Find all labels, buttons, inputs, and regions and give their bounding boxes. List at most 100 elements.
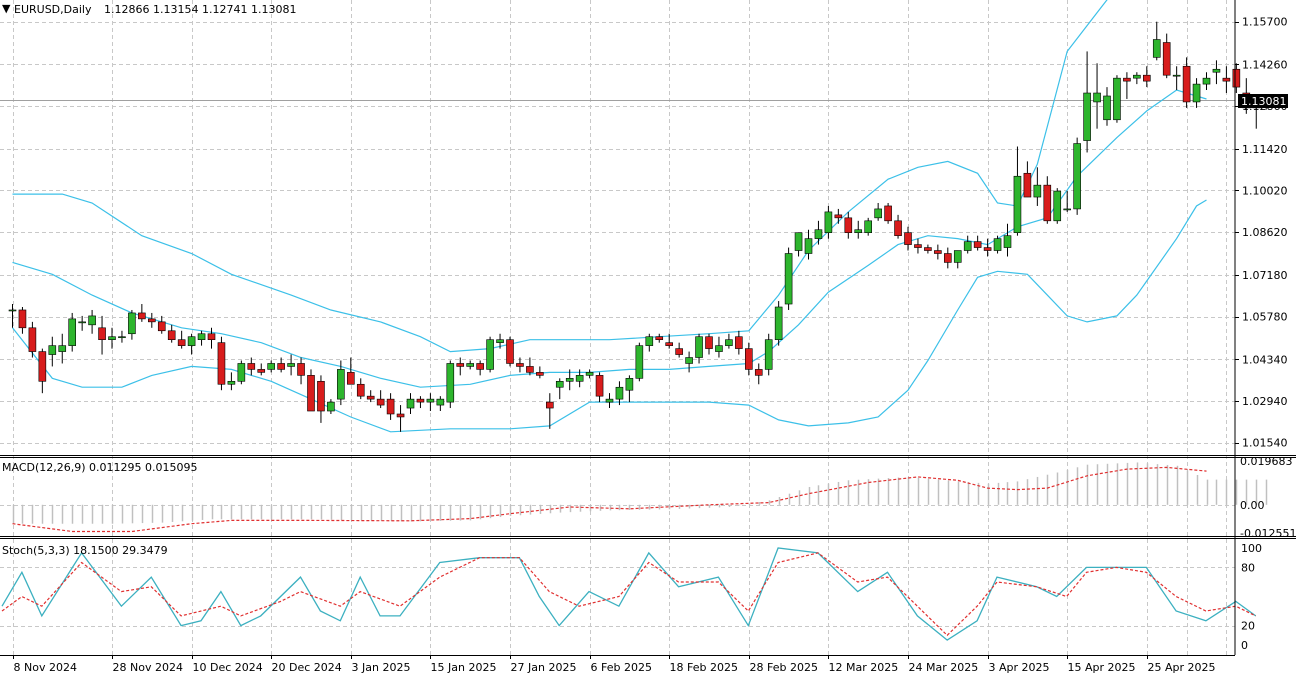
candle-bull — [605, 398, 614, 403]
candle-bull — [1133, 74, 1141, 79]
current-price-tag-text: 1.13081 — [1241, 95, 1287, 108]
candle-bull — [1172, 74, 1181, 77]
header-arrow[interactable]: ▼ — [2, 2, 11, 15]
candle-bear — [207, 333, 216, 340]
price-label: 1.05780 — [1242, 311, 1288, 324]
candle-bear — [1023, 172, 1032, 198]
candle-bull — [337, 369, 345, 400]
candle-bull — [267, 363, 276, 370]
candle-bear — [655, 336, 664, 340]
candle-bear — [754, 369, 763, 376]
date-label: 10 Dec 2024 — [193, 661, 263, 674]
date-label: 12 Mar 2025 — [829, 661, 899, 674]
candle-bear — [914, 244, 922, 248]
date-label: 27 Jan 2025 — [511, 661, 577, 674]
bollinger-upper-line — [12, 0, 1108, 353]
candle-bear — [844, 217, 853, 234]
candle-bull — [585, 372, 594, 376]
candle-bear — [516, 363, 524, 367]
candle-bear — [1143, 74, 1151, 82]
candle-bull — [715, 345, 723, 352]
date-label: 28 Feb 2025 — [750, 661, 818, 674]
candle-bull — [814, 229, 823, 239]
ohlc-values: 1.12866 1.13154 1.12741 1.13081 — [104, 3, 296, 16]
candle-bull — [1212, 68, 1221, 73]
candle-bear — [735, 336, 743, 349]
candle-bear — [376, 398, 385, 406]
candle-bear — [456, 363, 465, 367]
candle-bear — [526, 366, 534, 373]
price-label: 1.02940 — [1242, 395, 1288, 408]
macd-signal-line — [12, 466, 1207, 533]
macd-label: -0.012551 — [1240, 527, 1296, 540]
candle-bear — [138, 312, 146, 320]
candle-bull — [287, 363, 295, 367]
candle-bear — [148, 318, 156, 323]
candle-bull — [555, 380, 564, 388]
candle-bear — [1232, 68, 1241, 88]
candle-bull — [824, 211, 833, 234]
candle-bull — [794, 232, 803, 251]
candle-bear — [18, 309, 27, 329]
candle-bear — [884, 205, 892, 222]
candle-bear — [675, 348, 683, 355]
stoch-label: 100 — [1241, 542, 1262, 555]
price-label: 1.08620 — [1242, 226, 1288, 239]
candle-bull — [406, 398, 415, 409]
candle-bull — [1083, 92, 1091, 141]
date-label: 28 Nov 2024 — [113, 661, 183, 674]
candle-bull — [1093, 92, 1101, 103]
stoch-label: 0 — [1241, 639, 1248, 652]
candle-bull — [128, 312, 136, 335]
price-label: 1.15700 — [1242, 16, 1288, 29]
axes — [0, 0, 1296, 656]
date-label: 25 Apr 2025 — [1148, 661, 1216, 674]
candle-bear — [177, 339, 186, 346]
candle-bull — [108, 336, 116, 340]
candle-bear — [1182, 65, 1191, 103]
candle-bear — [277, 363, 285, 370]
candle-bull — [1063, 208, 1071, 211]
candle-bear — [247, 363, 256, 370]
candle-bull — [1152, 39, 1161, 58]
candle-bull — [8, 309, 17, 312]
candle-bull — [118, 336, 126, 339]
date-label: 20 Dec 2024 — [272, 661, 342, 674]
candle-bear — [973, 241, 982, 248]
candle-bull — [774, 306, 783, 340]
candle-bear — [167, 330, 176, 340]
candle-bull — [685, 357, 693, 364]
candle-bull — [784, 253, 793, 305]
candle-bull — [1003, 235, 1012, 248]
macd-header: MACD(12,26,9) 0.011295 0.015095 — [2, 461, 198, 474]
candle-bull — [864, 220, 873, 234]
date-label: 15 Jan 2025 — [431, 661, 497, 674]
candle-bear — [904, 232, 912, 245]
candle-bull — [78, 321, 86, 324]
candle-bear — [705, 336, 713, 349]
candle-bear — [307, 375, 315, 412]
candle-bull — [874, 208, 882, 219]
candle-bear — [744, 348, 753, 370]
candle-bull — [227, 380, 236, 385]
candle-bear — [257, 369, 266, 373]
candle-bull — [635, 345, 644, 379]
candle-bear — [924, 247, 932, 251]
candle-bear — [346, 372, 355, 385]
macd-panel — [12, 462, 1268, 533]
candle-bull — [575, 375, 584, 382]
candle-bull — [953, 250, 962, 263]
candle-bull — [58, 345, 67, 352]
candle-bull — [1103, 95, 1111, 121]
candle-bear — [297, 363, 305, 376]
candle-bear — [595, 375, 604, 397]
candle-bear — [943, 253, 952, 263]
candle-bear — [416, 398, 425, 403]
macd-label: 0.00 — [1240, 499, 1265, 512]
stoch-label: 20 — [1241, 620, 1255, 633]
candle-bull — [1053, 190, 1062, 222]
candle-bull — [1202, 77, 1211, 85]
candle-bear — [1043, 184, 1052, 222]
candle-bear — [386, 398, 395, 415]
date-label: 3 Jan 2025 — [352, 661, 411, 674]
